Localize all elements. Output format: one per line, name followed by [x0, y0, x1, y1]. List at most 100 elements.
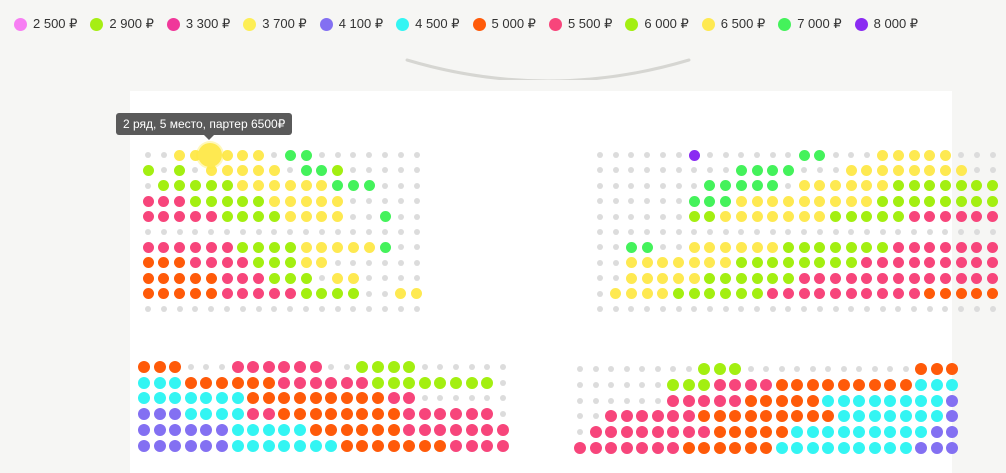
seat[interactable] [775, 394, 788, 407]
seat[interactable] [673, 257, 684, 269]
seat[interactable] [625, 272, 637, 284]
seat[interactable] [861, 164, 873, 176]
seat[interactable] [720, 272, 732, 284]
seat[interactable] [775, 426, 788, 439]
seat[interactable] [395, 288, 407, 300]
seat[interactable] [253, 180, 265, 192]
seat[interactable] [751, 211, 763, 223]
seat[interactable] [698, 378, 710, 391]
seat[interactable] [636, 410, 648, 423]
seat[interactable] [174, 164, 186, 176]
seat[interactable] [939, 164, 951, 176]
seat[interactable] [316, 211, 328, 223]
seat[interactable] [884, 378, 896, 391]
seat[interactable] [216, 376, 228, 389]
seat[interactable] [387, 423, 400, 436]
seat[interactable] [278, 423, 291, 436]
seat[interactable] [760, 410, 772, 423]
seat[interactable] [641, 241, 653, 253]
seat[interactable] [221, 180, 233, 192]
seat[interactable] [798, 180, 810, 192]
seat[interactable] [465, 376, 478, 389]
seat[interactable] [205, 272, 217, 284]
seat[interactable] [325, 423, 338, 436]
seat[interactable] [930, 363, 943, 375]
seat[interactable] [651, 426, 664, 439]
seat[interactable] [946, 442, 958, 454]
seat[interactable] [729, 363, 741, 375]
seat[interactable] [625, 257, 637, 269]
seat[interactable] [237, 149, 249, 161]
seat[interactable] [798, 272, 810, 284]
seat[interactable] [704, 195, 716, 207]
seat[interactable] [221, 195, 233, 207]
seat[interactable] [735, 257, 747, 269]
seat[interactable] [651, 442, 664, 454]
seat[interactable] [908, 241, 920, 253]
seat[interactable] [767, 195, 779, 207]
seat[interactable] [138, 376, 150, 389]
seat[interactable] [915, 363, 927, 375]
seat[interactable] [837, 394, 850, 407]
seat[interactable] [372, 423, 384, 436]
seat[interactable] [837, 426, 850, 439]
seat[interactable] [868, 442, 881, 454]
seat[interactable] [892, 211, 904, 223]
seat[interactable] [481, 408, 494, 421]
seat[interactable] [268, 241, 280, 253]
seat[interactable] [262, 392, 275, 405]
seat[interactable] [688, 272, 700, 284]
seat[interactable] [924, 164, 936, 176]
seat[interactable] [868, 410, 881, 423]
seat[interactable] [356, 392, 369, 405]
seat[interactable] [877, 164, 889, 176]
seat[interactable] [450, 408, 462, 421]
seat[interactable] [915, 426, 927, 439]
seat[interactable] [899, 394, 912, 407]
seat[interactable] [253, 164, 265, 176]
seat[interactable] [268, 257, 280, 269]
seat[interactable] [822, 410, 834, 423]
seat[interactable] [325, 439, 338, 452]
seat[interactable] [751, 164, 763, 176]
seat[interactable] [915, 442, 927, 454]
seat[interactable] [908, 164, 920, 176]
seat[interactable] [657, 257, 669, 269]
seat[interactable] [262, 376, 275, 389]
seat[interactable] [620, 442, 633, 454]
seat[interactable] [877, 211, 889, 223]
seat[interactable] [782, 257, 794, 269]
seat[interactable] [822, 426, 834, 439]
seat[interactable] [688, 241, 700, 253]
seat[interactable] [153, 423, 166, 436]
seat[interactable] [868, 394, 881, 407]
seat[interactable] [868, 378, 881, 391]
seat[interactable] [309, 408, 322, 421]
seat[interactable] [247, 376, 260, 389]
seat[interactable] [169, 439, 182, 452]
seat[interactable] [955, 211, 967, 223]
seat[interactable] [782, 211, 794, 223]
seat[interactable] [372, 408, 384, 421]
seat[interactable] [169, 423, 182, 436]
legend-item[interactable]: 3 700 ₽ [243, 16, 307, 32]
seat[interactable] [309, 439, 322, 452]
seat[interactable] [247, 423, 260, 436]
seat[interactable] [284, 149, 296, 161]
seat[interactable] [169, 361, 182, 373]
seat[interactable] [138, 408, 150, 421]
seat[interactable] [278, 376, 291, 389]
seat[interactable] [830, 288, 841, 300]
seat[interactable] [434, 439, 447, 452]
seat[interactable] [189, 195, 201, 207]
seat[interactable] [184, 392, 197, 405]
seat[interactable] [698, 426, 710, 439]
seat[interactable] [325, 408, 338, 421]
seat[interactable] [884, 442, 896, 454]
seat[interactable] [340, 439, 353, 452]
seat[interactable] [309, 361, 322, 373]
seat[interactable] [142, 241, 154, 253]
seat[interactable] [688, 257, 700, 269]
seat[interactable] [744, 442, 757, 454]
seat[interactable] [971, 195, 983, 207]
